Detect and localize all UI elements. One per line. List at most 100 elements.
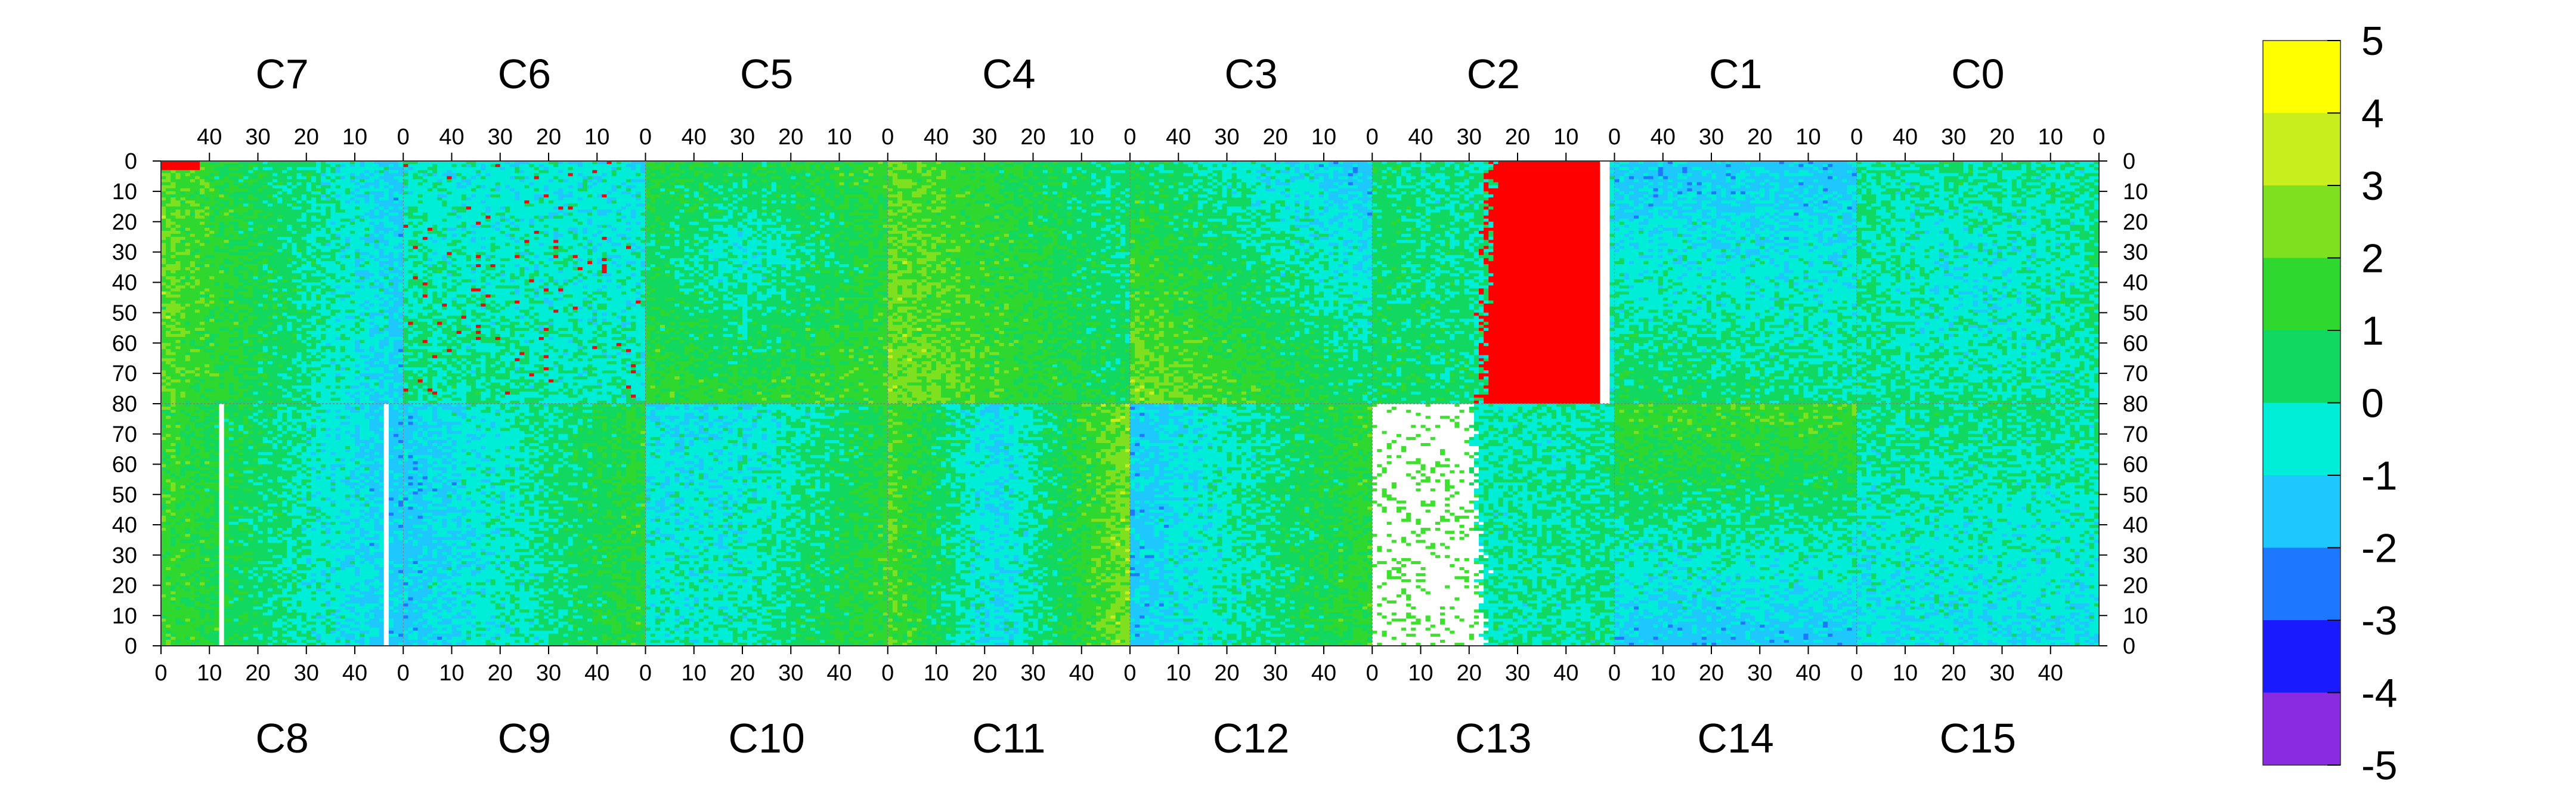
c10-panel bbox=[646, 404, 888, 646]
colorbar-tick-label: 2 bbox=[2361, 236, 2384, 281]
c5-panel bbox=[646, 161, 888, 404]
y-tick-label: 70 bbox=[2123, 361, 2148, 386]
x-tick-label-top: 10 bbox=[584, 125, 609, 150]
panel-label: C2 bbox=[1467, 51, 1520, 97]
x-tick-label-top: 20 bbox=[1020, 125, 1045, 150]
y-tick-label: 40 bbox=[112, 271, 137, 296]
x-tick-label-top: 20 bbox=[1989, 125, 2014, 150]
y-tick-label: 50 bbox=[112, 482, 137, 507]
y-tick-label: 40 bbox=[112, 513, 137, 538]
x-tick-label-top: 0 bbox=[881, 125, 894, 150]
x-tick-label-bottom: 0 bbox=[397, 661, 410, 686]
x-tick-label-bottom: 0 bbox=[1123, 661, 1136, 686]
y-tick-label: 20 bbox=[2123, 210, 2148, 235]
x-tick-label-bottom: 0 bbox=[639, 661, 652, 686]
panel-label: C14 bbox=[1697, 715, 1773, 761]
y-tick-label: 10 bbox=[112, 179, 137, 205]
x-tick-label-top: 30 bbox=[972, 125, 997, 150]
x-tick-label-top: 40 bbox=[197, 125, 222, 150]
x-tick-label-top: 0 bbox=[1608, 125, 1621, 150]
panel-label: C7 bbox=[255, 51, 308, 97]
x-tick-label-bottom: 10 bbox=[197, 661, 222, 686]
colorbar-tick-label: -5 bbox=[2361, 743, 2397, 788]
y-tick-label: 0 bbox=[125, 149, 137, 174]
x-tick-label-bottom: 0 bbox=[1366, 661, 1379, 686]
c6-panel bbox=[403, 161, 646, 404]
x-tick-label-bottom: 40 bbox=[826, 661, 852, 686]
panel-label: C6 bbox=[498, 51, 551, 97]
x-tick-label-top: 30 bbox=[488, 125, 513, 150]
x-tick-label-top: 0 bbox=[397, 125, 410, 150]
panel-label: C0 bbox=[1951, 51, 2004, 97]
x-tick-label-bottom: 30 bbox=[536, 661, 561, 686]
x-tick-label-top: 10 bbox=[826, 125, 852, 150]
y-tick-label: 30 bbox=[2123, 543, 2148, 568]
panel-label: C4 bbox=[982, 51, 1035, 97]
x-tick-label-bottom: 20 bbox=[1699, 661, 1724, 686]
x-tick-label-top: 30 bbox=[730, 125, 755, 150]
x-tick-label-bottom: 10 bbox=[439, 661, 464, 686]
x-tick-label-bottom: 40 bbox=[2038, 661, 2063, 686]
x-tick-label-top: 40 bbox=[682, 125, 707, 150]
x-tick-label-top: 40 bbox=[1166, 125, 1191, 150]
x-tick-label-top: 0 bbox=[2092, 125, 2105, 150]
x-tick-label-top: 20 bbox=[1747, 125, 1772, 150]
c14-panel bbox=[1615, 404, 1857, 646]
c13-panel bbox=[1372, 404, 1615, 646]
colorbar-tick-label: 3 bbox=[2361, 163, 2384, 209]
colorbar-tick-label: 0 bbox=[2361, 381, 2384, 426]
y-tick-label: 40 bbox=[2123, 271, 2148, 296]
colorbar-tick-label: -2 bbox=[2361, 526, 2397, 571]
x-tick-label-bottom: 0 bbox=[1850, 661, 1863, 686]
colorbar-tick-label: -4 bbox=[2361, 671, 2397, 716]
x-tick-label-bottom: 20 bbox=[1214, 661, 1239, 686]
y-tick-label: 10 bbox=[2123, 179, 2148, 205]
y-tick-label: 60 bbox=[112, 331, 137, 356]
x-tick-label-bottom: 20 bbox=[730, 661, 755, 686]
x-tick-label-bottom: 40 bbox=[1069, 661, 1094, 686]
x-tick-label-top: 30 bbox=[1941, 125, 1966, 150]
c1-panel bbox=[1615, 161, 1857, 404]
y-tick-label: 50 bbox=[2123, 482, 2148, 507]
x-tick-label-top: 30 bbox=[1457, 125, 1482, 150]
x-tick-label-top: 20 bbox=[778, 125, 803, 150]
y-tick-label: 30 bbox=[112, 240, 137, 265]
x-tick-label-bottom: 40 bbox=[584, 661, 609, 686]
x-tick-label-top: 30 bbox=[1699, 125, 1724, 150]
y-tick-label: 0 bbox=[2123, 634, 2135, 659]
x-tick-label-top: 40 bbox=[1408, 125, 1433, 150]
c4-panel bbox=[888, 161, 1131, 404]
y-tick-label: 50 bbox=[112, 301, 137, 326]
x-tick-label-bottom: 20 bbox=[1457, 661, 1482, 686]
x-tick-label-top: 20 bbox=[294, 125, 319, 150]
colorbar-tick-label: 5 bbox=[2361, 18, 2384, 64]
x-tick-label-bottom: 20 bbox=[972, 661, 997, 686]
y-tick-label: 0 bbox=[125, 634, 137, 659]
colorbar-tick-label: -1 bbox=[2361, 453, 2397, 499]
y-tick-label: 20 bbox=[112, 210, 137, 235]
y-tick-label: 10 bbox=[2123, 603, 2148, 629]
y-tick-label: 20 bbox=[2123, 574, 2148, 599]
x-tick-label-bottom: 30 bbox=[1747, 661, 1772, 686]
x-tick-label-bottom: 10 bbox=[682, 661, 707, 686]
x-tick-label-bottom: 10 bbox=[1893, 661, 1918, 686]
panel-label: C5 bbox=[740, 51, 793, 97]
x-tick-label-top: 10 bbox=[1795, 125, 1820, 150]
panel-label: C8 bbox=[255, 715, 308, 761]
x-tick-label-bottom: 40 bbox=[1795, 661, 1820, 686]
panel-label: C12 bbox=[1213, 715, 1289, 761]
x-tick-label-bottom: 30 bbox=[1505, 661, 1530, 686]
x-tick-label-top: 20 bbox=[536, 125, 561, 150]
panel-label: C3 bbox=[1224, 51, 1277, 97]
c0-panel bbox=[1857, 161, 2100, 404]
x-tick-label-top: 10 bbox=[1311, 125, 1336, 150]
x-tick-label-bottom: 20 bbox=[245, 661, 270, 686]
c3-panel bbox=[1130, 161, 1373, 404]
x-tick-label-bottom: 30 bbox=[1263, 661, 1288, 686]
c8-panel bbox=[161, 404, 404, 646]
c12-panel bbox=[1130, 404, 1373, 646]
colorbar-tick-label: 1 bbox=[2361, 308, 2384, 354]
y-tick-label: 50 bbox=[2123, 301, 2148, 326]
